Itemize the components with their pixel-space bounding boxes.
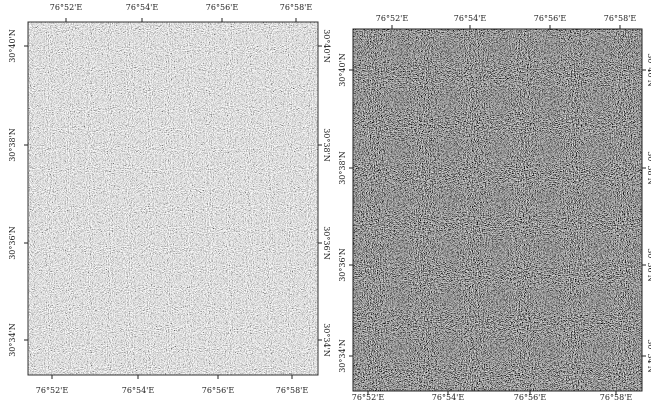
latitude-label: 30°34'N — [8, 323, 17, 357]
latitude-label: 30°38'N — [646, 151, 651, 185]
longitude-label: 76°56'E — [534, 14, 567, 23]
longitude-label: 76°58'E — [276, 386, 309, 395]
longitude-label: 76°54'E — [122, 386, 155, 395]
longitude-label: 76°56'E — [202, 386, 235, 395]
longitude-label: 76°52'E — [376, 14, 409, 23]
latitude-label: 30°36'N — [8, 226, 17, 260]
latitude-label: 30°34'N — [646, 339, 651, 373]
longitude-label: 76°52'E — [352, 393, 385, 402]
latitude-label: 30°40'N — [338, 53, 347, 87]
longitude-label: 76°54'E — [432, 393, 465, 402]
longitude-label: 76°58'E — [604, 14, 637, 23]
latitude-label: 30°36'N — [338, 248, 347, 282]
latitude-label: 30°40'N — [646, 53, 651, 87]
latitude-label: 30°40'N — [8, 29, 17, 63]
longitude-label: 76°52'E — [50, 3, 83, 12]
image-panel-left — [27, 21, 319, 376]
longitude-label: 76°58'E — [280, 3, 313, 12]
panel-frame — [352, 28, 643, 392]
latitude-label: 30°40'N — [322, 29, 331, 63]
panel-frame — [27, 21, 319, 376]
latitude-label: 30°38'N — [8, 128, 17, 162]
longitude-label: 76°56'E — [514, 393, 547, 402]
longitude-label: 76°54'E — [126, 3, 159, 12]
latitude-label: 30°36'N — [322, 226, 331, 260]
latitude-label: 30°36'N — [646, 248, 651, 282]
longitude-label: 76°52'E — [36, 386, 69, 395]
latitude-label: 30°34'N — [322, 323, 331, 357]
latitude-label: 30°34'N — [338, 339, 347, 373]
longitude-label: 76°58'E — [600, 393, 633, 402]
longitude-label: 76°54'E — [454, 14, 487, 23]
longitude-label: 76°56'E — [206, 3, 239, 12]
latitude-label: 30°38'N — [338, 151, 347, 185]
latitude-label: 30°38'N — [322, 128, 331, 162]
coordinate-labels: 76°52'E 76°54'E 76°56'E 76°58'E 76°52'E 76°54… — [8, 3, 651, 402]
image-panel-right — [353, 29, 642, 391]
